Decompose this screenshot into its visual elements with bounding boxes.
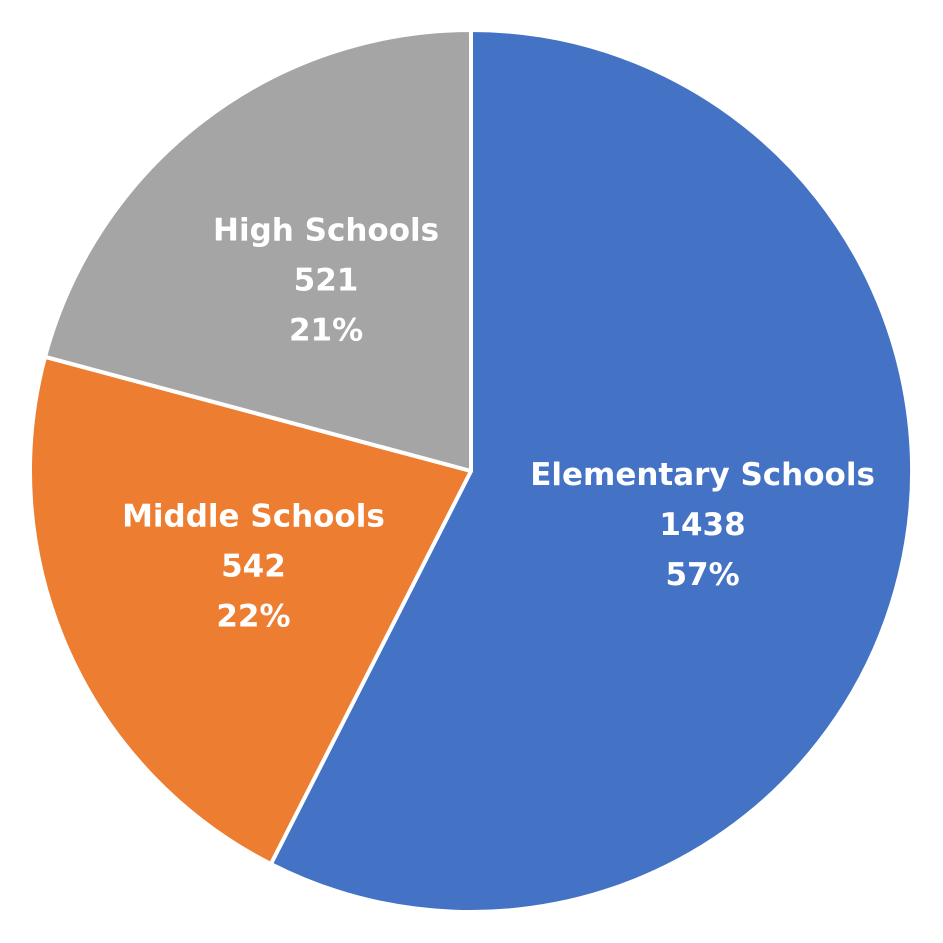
slice-value: 521 [294,263,359,299]
slice-percent: 57% [665,557,739,593]
slice-percent: 22% [216,598,290,634]
pie-slice [268,28,914,914]
slice-label: High Schools [213,213,439,249]
slice-value: 1438 [659,507,745,543]
pie-slice [28,354,473,866]
pie-slice [43,28,473,473]
slice-label: Middle Schools [122,498,385,534]
slice-value: 542 [221,548,286,584]
slice-label: Elementary Schools [530,457,875,493]
slice-percent: 21% [289,313,363,349]
